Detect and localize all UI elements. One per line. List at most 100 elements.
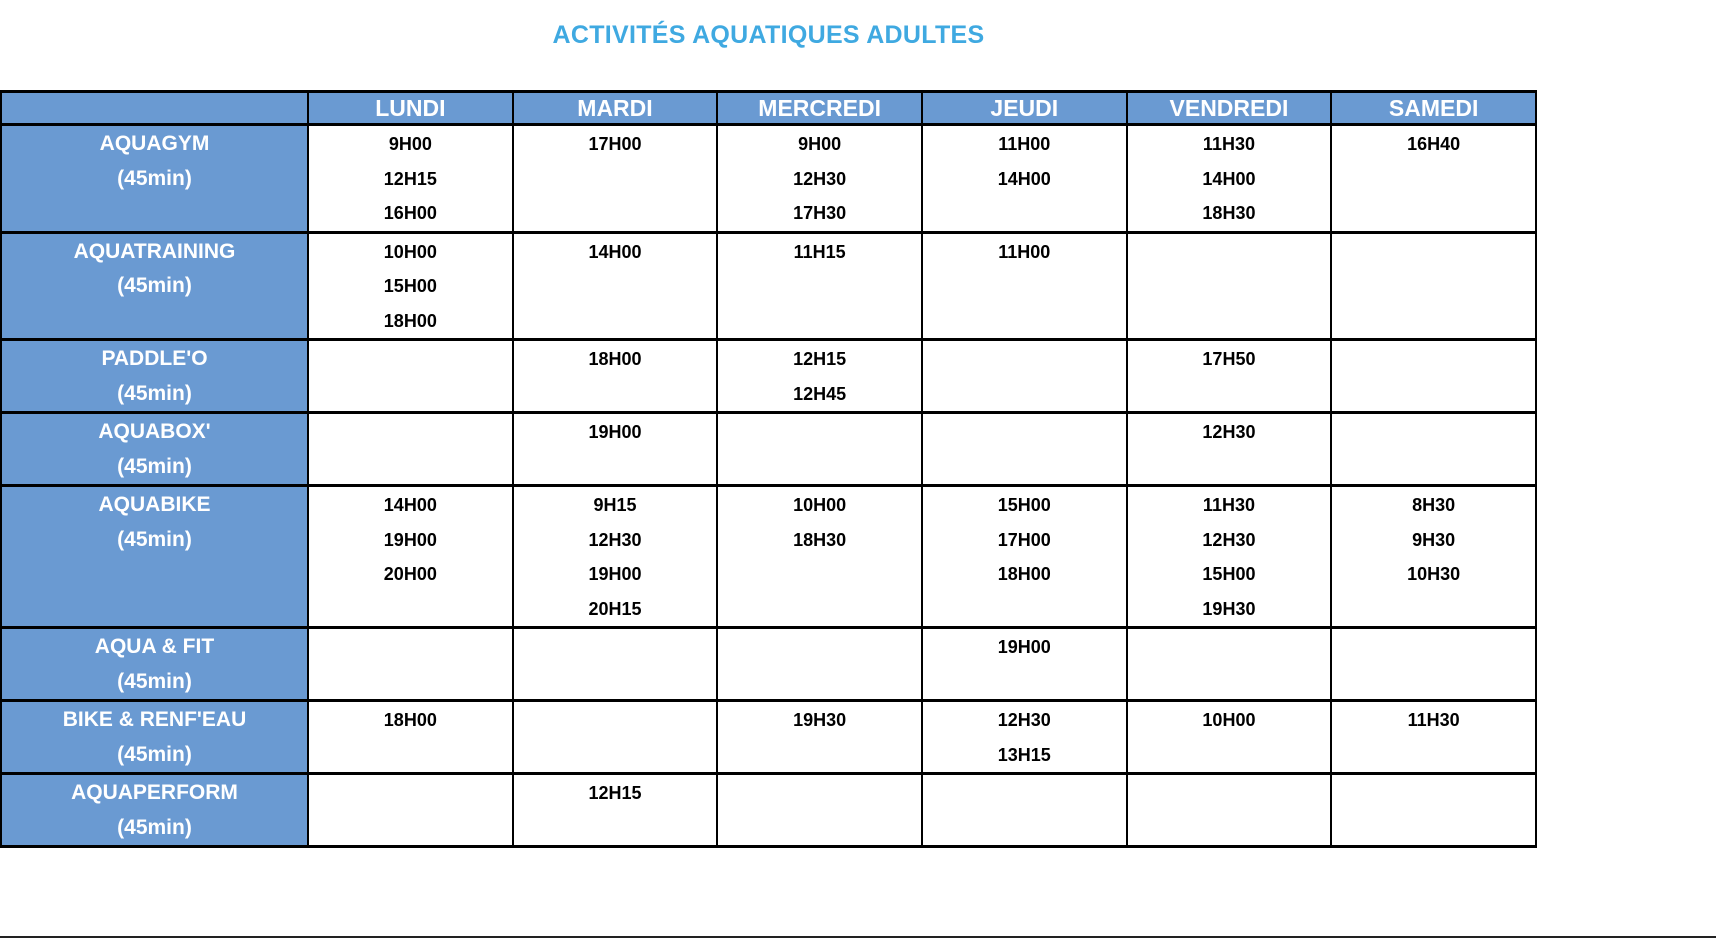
time-entry: 12H30: [588, 529, 642, 550]
time-cell: 18H00: [511, 338, 719, 414]
time-cell: 12H30 13H15: [920, 699, 1128, 775]
time-entry: 9H00: [798, 134, 842, 154]
time-cell: 12H15: [511, 772, 719, 848]
time-entry: 11H30: [1202, 495, 1255, 515]
activity-duration: (45min): [117, 815, 192, 839]
time-cell: [1125, 772, 1333, 848]
time-cell: [1330, 411, 1537, 487]
activity-name: AQUAGYM: [99, 132, 210, 155]
time-entry: 16H40: [1407, 134, 1461, 154]
time-cell: 11H30: [1330, 699, 1537, 775]
day-header-lundi: LUNDI: [307, 90, 514, 126]
activity-row-aquaperform: AQUAPERFORM (45min) 12H15: [0, 772, 1537, 848]
time-cell: [716, 626, 923, 702]
time-entry: 12H45: [793, 383, 847, 404]
time-entry: 15H00: [383, 276, 437, 296]
activity-cell: AQUATRAINING (45min): [0, 230, 309, 341]
time-cell: 12H15 12H45: [716, 338, 923, 414]
time-entry: 8H30: [1412, 495, 1456, 515]
time-entry: 18H00: [997, 564, 1051, 584]
activity-row-bike-renf-eau: BIKE & RENF'EAU (45min) 18H00 19H30 12H30 13H…: [0, 699, 1537, 775]
time-entry: 17H50: [1202, 349, 1256, 369]
time-cell: 10H00 15H00 18H00: [307, 230, 514, 341]
time-entry: 9H30: [1412, 529, 1456, 550]
time-entry: 10H00: [1202, 710, 1256, 730]
activity-cell: BIKE & RENF'EAU (45min): [0, 699, 309, 775]
activity-cell: AQUAGYM (45min): [0, 123, 309, 234]
time-entry: 9H00: [388, 134, 432, 154]
time-entry: 12H30: [997, 710, 1051, 730]
time-cell: 9H15 12H30 19H00 20H15: [511, 484, 719, 629]
activity-name: BIKE & RENF'EAU: [62, 708, 247, 731]
time-entry: 9H15: [593, 495, 637, 515]
time-entry: 19H00: [997, 637, 1051, 657]
day-header-mardi: MARDI: [511, 90, 719, 126]
activity-cell: AQUABOX' (45min): [0, 411, 309, 487]
activity-row-aquagym: AQUAGYM (45min) 9H00 12H15 16H00 17H00 9H00 12H…: [0, 123, 1537, 234]
time-entry: 11H30: [1407, 710, 1460, 730]
activity-duration: (45min): [117, 527, 192, 551]
time-cell: [307, 626, 514, 702]
day-header-vendredi: VENDREDI: [1125, 90, 1333, 126]
activity-row-aquabox-: AQUABOX' (45min) 19H00 12H30: [0, 411, 1537, 487]
time-cell: 11H30 12H30 15H00 19H30: [1125, 484, 1333, 629]
time-cell: 14H00 19H00 20H00: [307, 484, 514, 629]
time-entry: 20H15: [588, 598, 642, 619]
time-cell: 8H30 9H30 10H30: [1330, 484, 1537, 629]
time-cell: [920, 772, 1128, 848]
time-cell: [920, 338, 1128, 414]
time-entry: 18H00: [383, 710, 437, 730]
time-cell: [920, 411, 1128, 487]
time-entry: 11H15: [793, 241, 846, 262]
time-entry: 16H00: [383, 203, 437, 223]
activity-duration: (45min): [117, 669, 192, 693]
page-bottom-border: [0, 936, 1716, 938]
time-entry: 15H00: [1202, 564, 1256, 584]
time-entry: 17H30: [793, 203, 847, 223]
time-entry: 17H00: [997, 529, 1051, 550]
time-cell: [307, 772, 514, 848]
activity-row-paddle-o: PADDLE'O (45min) 18H00 12H15 12H45 17H50: [0, 338, 1537, 414]
time-cell: 11H00 14H00: [920, 123, 1128, 234]
activity-cell: AQUABIKE (45min): [0, 484, 309, 629]
time-cell: 19H30: [716, 699, 923, 775]
time-entry: 14H00: [588, 241, 642, 262]
time-entry: 19H30: [793, 710, 847, 730]
time-entry: 19H30: [1202, 598, 1256, 619]
time-cell: [1330, 338, 1537, 414]
page-title: ACTIVITÉS AQUATIQUES ADULTES: [552, 21, 985, 49]
activity-name: AQUATRAINING: [73, 239, 236, 263]
time-entry: 12H15: [793, 349, 847, 369]
time-entry: 14H00: [383, 495, 437, 515]
time-cell: [511, 626, 719, 702]
time-cell: [1125, 230, 1333, 341]
activity-row-aquabike: AQUABIKE (45min) 14H00 19H00 20H00 9H15 12H30 1…: [0, 484, 1537, 629]
corner-cell: [0, 90, 309, 126]
activity-cell: AQUAPERFORM (45min): [0, 772, 309, 848]
time-cell: 11H00: [920, 230, 1128, 341]
time-entry: 11H30: [1202, 134, 1255, 154]
header-row: LUNDI MARDI MERCREDI JEUDI VENDREDI SAMEDI: [0, 90, 1537, 126]
time-entry: 12H30: [793, 168, 847, 189]
activity-duration: (45min): [117, 274, 192, 297]
time-entry: 10H00: [383, 241, 437, 262]
time-entry: 11H00: [998, 134, 1051, 154]
time-cell: 17H00: [511, 123, 719, 234]
time-cell: [1125, 626, 1333, 702]
time-entry: 18H00: [588, 349, 642, 369]
time-cell: [307, 411, 514, 487]
activity-cell: PADDLE'O (45min): [0, 338, 309, 414]
time-entry: 17H00: [588, 134, 642, 154]
time-cell: 12H30: [1125, 411, 1333, 487]
time-cell: 9H00 12H15 16H00: [307, 123, 514, 234]
time-entry: 12H15: [588, 783, 642, 803]
time-entry: 11H00: [998, 241, 1051, 262]
time-entry: 19H00: [383, 529, 437, 550]
day-header-samedi: SAMEDI: [1330, 90, 1537, 126]
time-cell: [511, 699, 719, 775]
schedule-table: LUNDI MARDI MERCREDI JEUDI VENDREDI SAMEDI AQ…: [0, 90, 1537, 848]
time-cell: 18H00: [307, 699, 514, 775]
time-cell: 16H40: [1330, 123, 1537, 234]
time-cell: [1330, 230, 1537, 341]
time-entry: 12H30: [1202, 422, 1256, 442]
